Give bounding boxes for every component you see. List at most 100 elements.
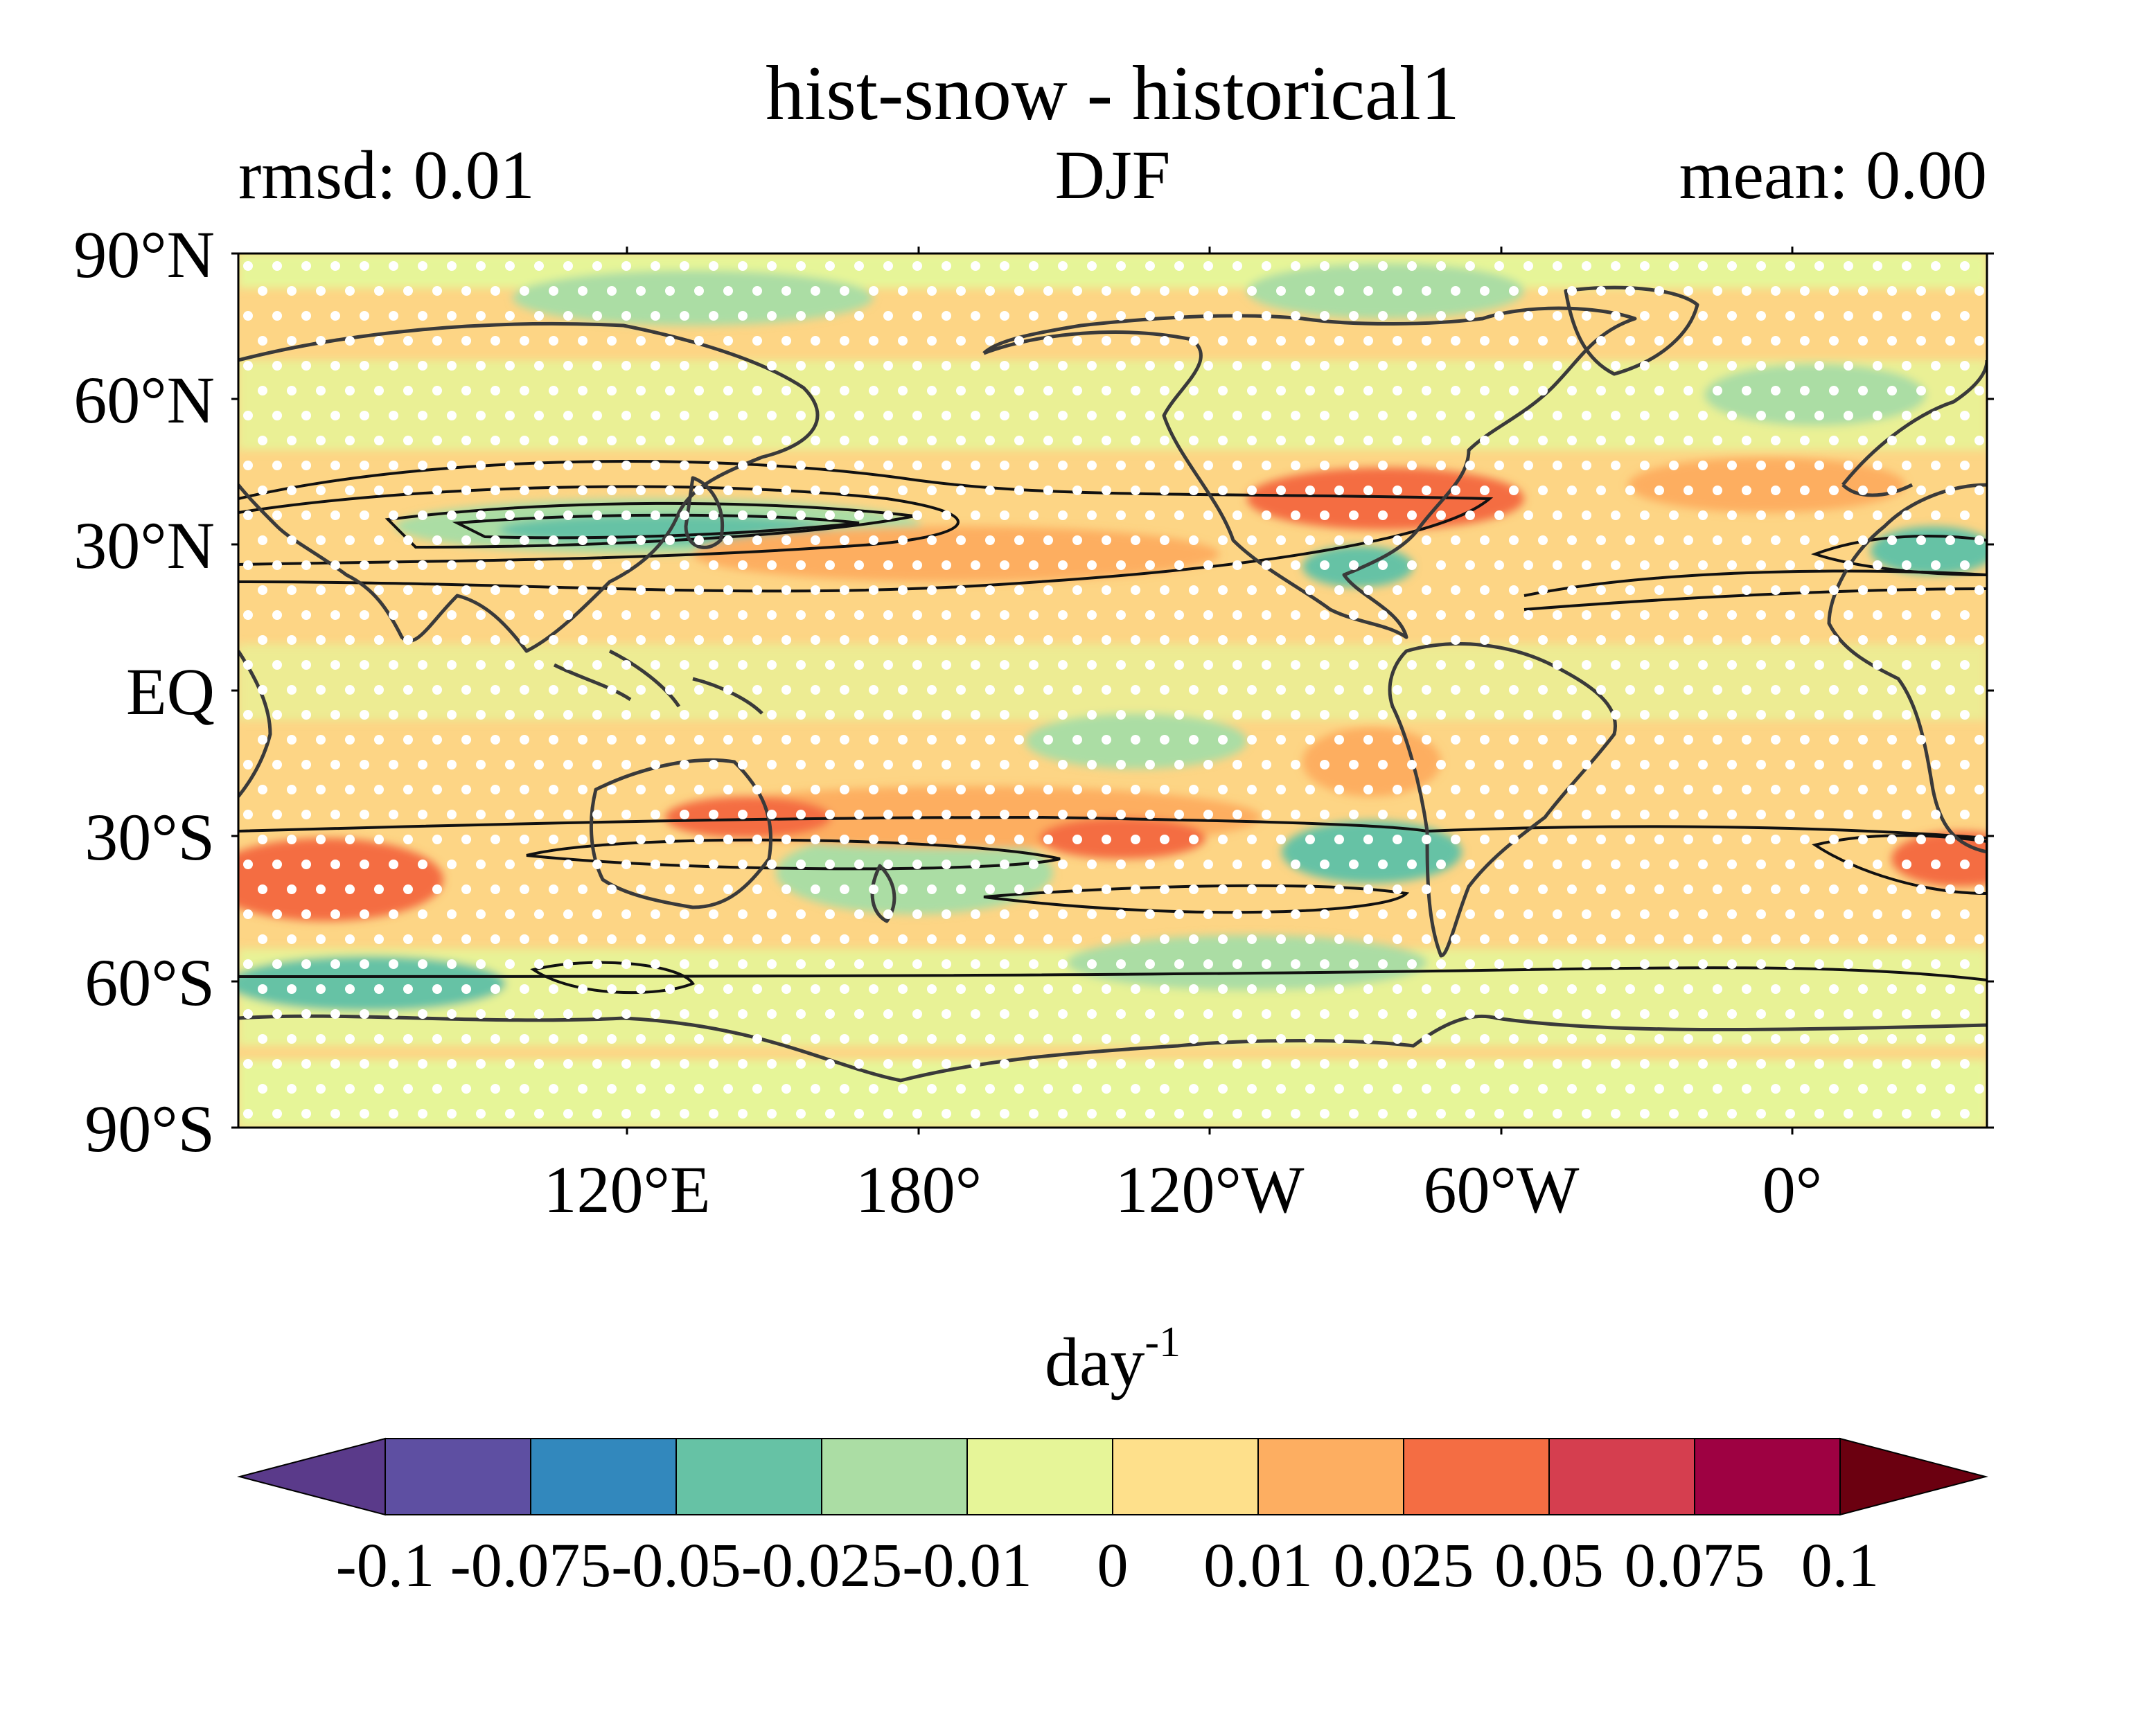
stipple-dot (709, 411, 718, 420)
stipple-dot (534, 860, 544, 869)
stipple-dot (1727, 860, 1737, 869)
stipple-dot (476, 311, 486, 321)
stipple-dot (1349, 660, 1359, 670)
stipple-dot (1436, 660, 1446, 670)
stipple-dot (621, 411, 631, 420)
stipple-dot (1174, 860, 1184, 869)
stipple-dot (476, 610, 486, 620)
stipple-dot (1523, 860, 1533, 869)
stipple-dot (549, 1034, 558, 1044)
stipple-dot (403, 585, 413, 595)
stipple-dot (1814, 660, 1824, 670)
stipple-dot (1553, 261, 1562, 271)
stipple-dot (1320, 959, 1329, 969)
stipple-dot (1407, 1109, 1417, 1119)
stipple-dot (1611, 311, 1620, 321)
stipple-dot (549, 884, 558, 894)
stipple-dot (1771, 286, 1781, 296)
stipple-dot (1523, 1059, 1533, 1069)
stipple-dot (1218, 336, 1228, 346)
stipple-dot (1436, 710, 1446, 720)
stipple-dot (796, 560, 806, 570)
stipple-dot (971, 560, 980, 570)
stipple-dot (1145, 710, 1155, 720)
stipple-dot (1713, 436, 1722, 445)
stipple-dot (534, 361, 544, 371)
stipple-dot (1858, 884, 1868, 894)
stipple-dot (1334, 984, 1344, 994)
colorbar-segments (385, 1438, 1841, 1515)
stipple-dot (912, 959, 922, 969)
stipple-dot (1465, 510, 1475, 520)
stipple-dot (1422, 386, 1431, 395)
stipple-dot (316, 535, 326, 545)
stipple-dot (272, 1109, 282, 1119)
stipple-dot (1160, 286, 1169, 296)
stipple-dot (1087, 261, 1097, 271)
stippling-dots (243, 261, 1984, 1119)
stipple-dot (432, 884, 442, 894)
stipple-dot (243, 610, 253, 620)
stipple-dot (1756, 959, 1766, 969)
stipple-dot (1902, 1009, 1911, 1019)
stipple-dot (1684, 785, 1693, 794)
stipple-dot (869, 685, 878, 695)
stipple-dot (1538, 1034, 1548, 1044)
stipple-dot (461, 336, 471, 346)
stipple-dot (1232, 860, 1242, 869)
stipple-dot (534, 959, 544, 969)
stipple-dot (651, 261, 660, 271)
stipple-dot (1320, 1009, 1329, 1019)
stipple-dot (1422, 486, 1431, 495)
stipple-dot (1145, 411, 1155, 420)
stipple-dot (287, 386, 297, 395)
stipple-dot (1407, 411, 1417, 420)
stipple-dot (1640, 1109, 1650, 1119)
stipple-dot (738, 1059, 748, 1069)
stipple-dot (636, 735, 646, 745)
stipple-dot (1160, 336, 1169, 346)
stipple-dot (1422, 735, 1431, 745)
stipple-dot (1218, 386, 1228, 395)
stipple-dot (781, 884, 791, 894)
stipple-dot (1596, 884, 1606, 894)
stipple-dot (752, 685, 762, 695)
stipple-dot (592, 909, 602, 919)
stipple-dot (1887, 1084, 1897, 1094)
stipple-dot (1247, 934, 1257, 944)
stipple-dot (1218, 286, 1228, 296)
stipple-dot (1029, 361, 1039, 371)
stipple-dot (883, 560, 893, 570)
stipple-dot (971, 610, 980, 620)
stipple-dot (1611, 710, 1620, 720)
stipple-dot (1698, 860, 1708, 869)
stipple-dot (505, 1009, 515, 1019)
stipple-dot (1102, 286, 1111, 296)
stipple-dot (912, 1059, 922, 1069)
stipple-dot (1494, 760, 1504, 769)
stipple-dot (1785, 461, 1795, 470)
stipple-dot (1814, 959, 1824, 969)
stipple-dot (1363, 386, 1373, 395)
stipple-dot (1960, 461, 1970, 470)
stipple-dot (1945, 635, 1955, 645)
stipple-dot (1625, 884, 1635, 894)
stipple-dot (418, 1059, 427, 1069)
stipple-dot (505, 560, 515, 570)
stipple-dot (505, 261, 515, 271)
stipple-dot (1625, 835, 1635, 844)
stipple-dot (811, 635, 820, 645)
anomaly-field (238, 253, 1987, 1128)
stipple-dot (621, 461, 631, 470)
stipple-dot (1523, 1109, 1533, 1119)
stipple-dot (1829, 934, 1839, 944)
stipple-dot (1014, 984, 1024, 994)
stipple-dot (1436, 510, 1446, 520)
stipple-dot (1218, 984, 1228, 994)
stipple-dot (767, 1109, 777, 1119)
stipple-dot (1000, 909, 1009, 919)
stipple-dot (1218, 535, 1228, 545)
stipple-dot (636, 984, 646, 994)
stipple-dot (301, 610, 311, 620)
stipple-dot (1771, 1034, 1781, 1044)
